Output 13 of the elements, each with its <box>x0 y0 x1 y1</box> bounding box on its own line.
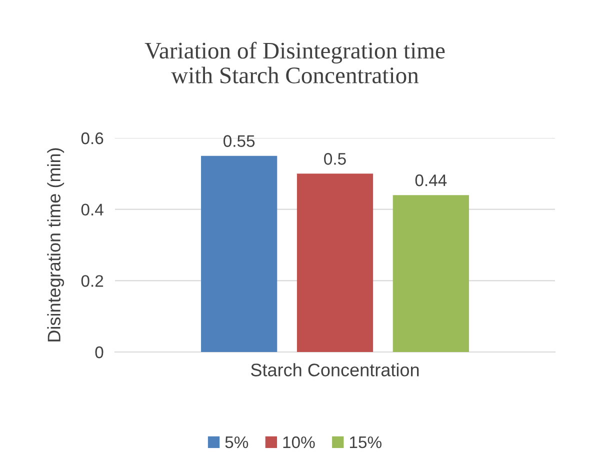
y-axis-title: Disintegration time (min) <box>47 148 64 342</box>
y-tick-label: 0.4 <box>81 204 104 216</box>
y-tick-label: 0.2 <box>81 275 104 287</box>
x-tick-label: Starch Concentration <box>251 363 419 376</box>
legend-label: 5% <box>225 436 248 448</box>
y-tick-label: 0.6 <box>81 132 104 144</box>
chart-title: Variation of Disintegration time with Starch Concentration <box>144 42 445 84</box>
data-label: 0.55 <box>224 135 255 147</box>
legend-label: 10% <box>283 436 315 448</box>
data-label: 0.5 <box>324 153 346 165</box>
legend-label: 15% <box>350 436 382 448</box>
y-tick-label: 0 <box>95 346 104 358</box>
data-label: 0.44 <box>415 174 447 186</box>
